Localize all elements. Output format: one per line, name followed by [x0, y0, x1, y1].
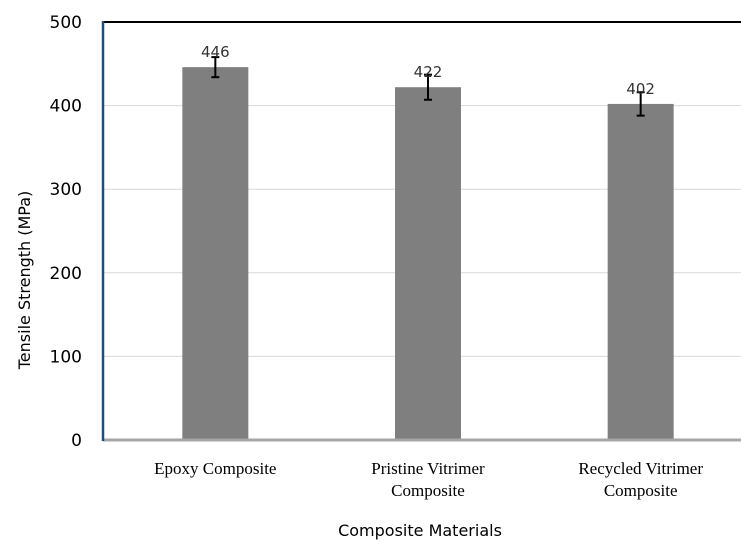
y-tick-label: 400 — [50, 97, 82, 117]
category-label: Pristine Vitrimer Composite — [371, 459, 485, 500]
error-bars — [211, 56, 645, 117]
bar — [395, 87, 461, 440]
category-label: Recycled Vitrimer Composite — [578, 459, 703, 500]
data-label: 402 — [626, 80, 655, 98]
data-labels: 446 422 402 — [201, 43, 655, 98]
y-tick-label: 100 — [50, 347, 82, 367]
y-tick-label: 300 — [50, 180, 82, 200]
y-tick-label: 0 — [71, 431, 82, 451]
bar — [182, 67, 249, 441]
y-tick-label: 200 — [50, 264, 82, 284]
data-label: 446 — [201, 43, 230, 61]
x-axis-title: Composite Materials — [338, 521, 502, 540]
category-label: Epoxy Composite — [154, 459, 276, 478]
bars — [182, 67, 674, 441]
y-tick-label: 500 — [50, 13, 82, 33]
y-tick-labels: 0 100 200 300 400 500 — [50, 13, 82, 451]
y-axis-title: Tensile Strength (MPa) — [15, 191, 34, 371]
data-label: 422 — [414, 63, 443, 81]
plot-frame — [101, 21, 741, 442]
category-labels: Epoxy Composite Pristine Vitrimer Composit… — [154, 459, 703, 500]
bar — [607, 103, 674, 440]
